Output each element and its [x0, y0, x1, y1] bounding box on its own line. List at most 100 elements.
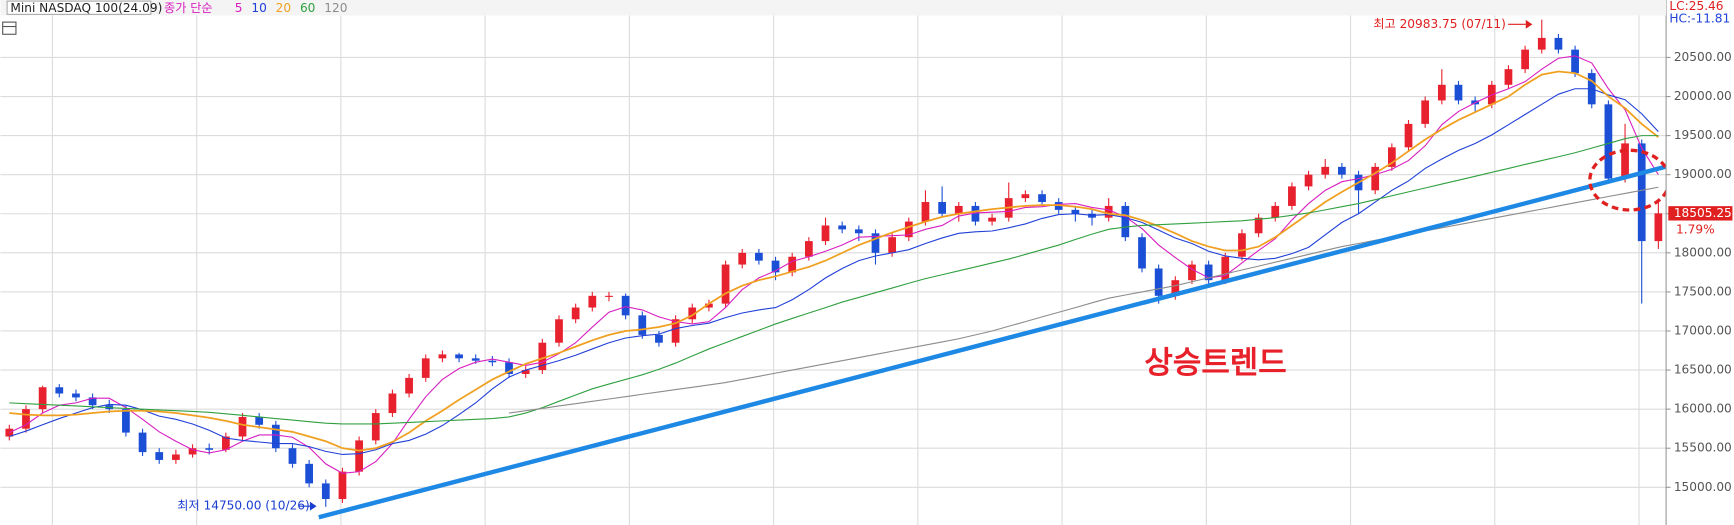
candle-body [521, 370, 530, 374]
y-tick-label: 20000.00 [1674, 89, 1732, 103]
trend-line [318, 163, 1670, 520]
candle-body [921, 202, 930, 222]
candle-body [188, 448, 197, 455]
high-arrow-head [1525, 19, 1533, 29]
header-bar [0, 0, 1667, 16]
candle-body [1104, 205, 1113, 218]
last-price-label: 18505.25 [1674, 206, 1732, 220]
candle-body [255, 416, 264, 425]
candle-body [771, 260, 780, 273]
y-tick-label: 19500.00 [1674, 128, 1732, 142]
candle-body [804, 241, 813, 257]
candle-body [1504, 69, 1513, 85]
candle-body [871, 233, 880, 253]
legend-entry: 20 [276, 1, 291, 15]
candle-body [1188, 264, 1196, 281]
candle-body [1338, 166, 1346, 175]
candle-body [605, 295, 613, 297]
candle-body [538, 342, 547, 371]
candle-body [1221, 256, 1230, 281]
plot [5, 19, 1663, 507]
legend: 5 10 20 60 120 [235, 1, 348, 15]
candle-body [421, 358, 430, 378]
candle-body [355, 440, 363, 472]
candle-body [821, 225, 830, 242]
candle-body [38, 387, 47, 410]
legend-entry: 5 [235, 1, 243, 15]
candle-body [88, 397, 97, 406]
candle-body [705, 303, 713, 308]
y-tick-label: 18000.00 [1674, 245, 1732, 259]
candle-body [1204, 264, 1213, 281]
candle-body [1138, 237, 1146, 269]
trend-annotation: 상승트렌드 [1144, 345, 1286, 381]
candle-body [1071, 209, 1080, 214]
candle-body [971, 205, 980, 222]
candle-body [1604, 104, 1613, 179]
candle-body [1637, 143, 1646, 242]
candle-body [172, 454, 180, 460]
y-tick-label: 19000.00 [1674, 167, 1732, 181]
candle-body [388, 393, 397, 414]
last-price-box [1668, 206, 1733, 221]
legend-entry: 10 [251, 1, 266, 15]
candle-body [988, 217, 996, 222]
candle-body [122, 409, 130, 433]
candle-body [1271, 205, 1280, 218]
highlight-circle [1588, 148, 1672, 212]
candle-body [288, 448, 297, 464]
candle-body [1038, 194, 1046, 203]
candle-body [1154, 268, 1163, 296]
candle-body [854, 229, 863, 234]
candle-body [1288, 186, 1296, 206]
candle-body [505, 362, 513, 374]
candle-body [638, 315, 647, 335]
candle-body [371, 413, 380, 441]
candle-body [571, 307, 580, 320]
candle-body [205, 448, 214, 450]
y-axis: 15000.00 15500.00 16000.00 16500.00 17000.00… [1666, 50, 1733, 494]
ma-line [9, 88, 1659, 456]
ma-line [508, 186, 1659, 414]
y-tick-label: 20500.00 [1674, 50, 1732, 64]
candle-body [155, 452, 164, 460]
y-tick-label: 16500.00 [1674, 363, 1732, 377]
candle-body [688, 307, 697, 320]
high-annotation: 최고 20983.75 (07/11) [1373, 17, 1505, 31]
candle-body [938, 202, 946, 214]
candle-body [1321, 166, 1330, 175]
candle-body [405, 377, 413, 394]
ma-line [9, 55, 1659, 474]
ma-label: 종가 단순 [164, 1, 213, 15]
candle-body [1571, 49, 1579, 74]
ma-line [9, 70, 1659, 452]
change-label: 1.79% [1676, 222, 1715, 236]
candle-body [1021, 194, 1030, 199]
candle-body [138, 432, 147, 453]
candle-body [1521, 49, 1529, 70]
calendar-icon[interactable] [2, 21, 17, 35]
lc-label: LC:25.46 [1669, 0, 1723, 13]
candle-body [588, 295, 597, 308]
candle-body [455, 354, 463, 359]
candle-body [72, 393, 80, 398]
candle-body [305, 463, 314, 484]
candle-body [1554, 37, 1563, 50]
axis-panel [1666, 0, 1734, 525]
candle-body [438, 354, 447, 359]
y-tick-label: 17500.00 [1674, 284, 1732, 298]
candle-body [1121, 205, 1130, 238]
candle-body [671, 319, 680, 343]
candle-body [738, 252, 747, 265]
candle-body [788, 256, 797, 273]
candle-body [1454, 84, 1463, 101]
y-tick-label: 16000.00 [1674, 402, 1732, 416]
candle-body [1654, 213, 1663, 242]
candle-body [954, 205, 963, 214]
candle-body [1421, 100, 1430, 124]
candle-body [1171, 280, 1180, 296]
candle-body [338, 471, 347, 500]
chart-title: Mini NASDAQ 100(24.09) [10, 1, 162, 15]
candle-body [321, 483, 330, 500]
